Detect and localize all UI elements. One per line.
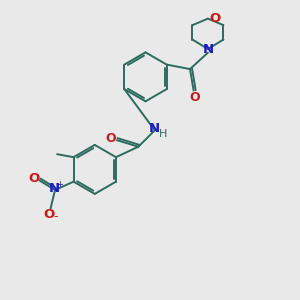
Text: H: H <box>159 129 167 139</box>
Text: O: O <box>28 172 40 185</box>
Text: +: + <box>56 180 63 189</box>
Text: O: O <box>209 12 220 25</box>
Text: N: N <box>149 122 160 135</box>
Text: -: - <box>54 210 58 224</box>
Text: N: N <box>202 43 214 56</box>
Text: O: O <box>44 208 55 221</box>
Text: O: O <box>189 91 200 103</box>
Text: O: O <box>105 132 116 145</box>
Text: N: N <box>49 182 60 195</box>
